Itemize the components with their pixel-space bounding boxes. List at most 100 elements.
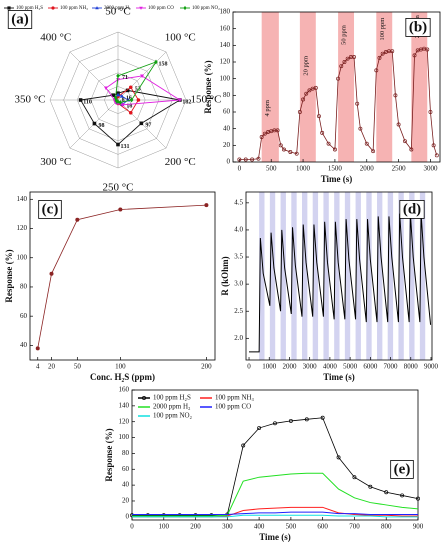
marker (304, 91, 309, 96)
y-axis-title: Response (%) (203, 60, 213, 113)
marker (307, 88, 312, 93)
marker (301, 97, 306, 102)
y-axis-title: R (kOhm) (220, 256, 230, 295)
marker (400, 493, 405, 498)
radar-spoke (69, 51, 119, 101)
marker (412, 53, 417, 58)
series-line (132, 417, 418, 516)
highlight-band (398, 192, 404, 360)
marker (118, 100, 123, 105)
x-tick-label: 1000 (262, 363, 277, 371)
marker (259, 135, 264, 139)
marker (204, 203, 209, 208)
y-tick-label: 140 (17, 195, 28, 203)
marker (113, 95, 118, 100)
panel-label-box (38, 200, 62, 219)
panel-label-box (390, 460, 414, 479)
marker (129, 97, 134, 103)
highlight-band (355, 192, 361, 360)
x-tick-label: 6000 (363, 363, 378, 371)
band-label: 100 ppm (379, 18, 386, 41)
highlight-band (291, 192, 297, 360)
marker (92, 121, 97, 126)
highlight-band (302, 192, 308, 360)
y-tick-label: 0 (227, 158, 231, 166)
marker (278, 143, 283, 148)
marker (320, 130, 325, 135)
panel-label: (e) (394, 461, 411, 477)
legend-label: 100 ppm NH₃ (60, 6, 88, 11)
x-tick-label: 600 (317, 523, 328, 531)
marker (154, 59, 158, 65)
x-tick-label: 3000 (423, 165, 438, 173)
panel-label-box (405, 18, 431, 37)
highlight-band (338, 12, 355, 162)
highlight-band (366, 192, 372, 360)
marker (282, 147, 286, 152)
y-tick-label: 3.0 (234, 280, 243, 288)
x-axis-title: Conc. H₂S (ppm) (90, 372, 155, 382)
band-label: 4 ppm (264, 100, 271, 116)
marker (111, 93, 115, 97)
marker (51, 6, 55, 10)
marker (304, 417, 309, 422)
marker (345, 56, 350, 61)
marker (243, 157, 248, 162)
marker (374, 68, 379, 73)
y-tick-label: 0 (126, 512, 130, 520)
y-tick-label: 80 (122, 449, 130, 457)
marker (377, 55, 382, 60)
x-tick-label: 100 (159, 523, 170, 531)
x-tick-label: 2000 (282, 363, 297, 371)
x-tick-label: 8000 (404, 363, 419, 371)
marker (364, 141, 369, 146)
value-label: 71 (122, 75, 128, 81)
category-label: 250 °C (103, 182, 134, 194)
marker (262, 131, 267, 136)
value-label: 110 (83, 99, 92, 105)
y-axis-title: Response (%) (104, 428, 114, 481)
y-tick-label: 160 (220, 24, 231, 32)
y-tick-label: 40 (20, 341, 28, 349)
marker (384, 490, 389, 495)
marker (256, 156, 261, 161)
marker (352, 55, 356, 59)
marker (139, 6, 143, 10)
highlight-band (269, 192, 276, 360)
series-line (132, 514, 418, 518)
value-label: 158 (158, 61, 167, 67)
y-tick-label: 40 (223, 124, 231, 132)
highlight-band (419, 192, 426, 360)
marker (116, 73, 120, 79)
legend-label: 100 ppm NH₃ (215, 394, 255, 402)
panel-label-box (399, 200, 425, 219)
x-tick-label: 500 (286, 523, 297, 531)
marker (431, 143, 436, 148)
plot-frame (131, 389, 419, 521)
band-label: 50 ppm (341, 25, 348, 45)
marker (368, 484, 373, 489)
panel-label: (b) (409, 19, 427, 35)
x-axis-title: Time (s) (259, 532, 291, 542)
category-label: 100 °C (165, 31, 196, 43)
marker (95, 6, 99, 10)
marker (355, 101, 360, 106)
x-tick-label: 4 (36, 363, 40, 371)
value-label: 18 (126, 104, 132, 110)
y-tick-label: 60 (122, 465, 130, 473)
band-label: 20 ppm (302, 56, 309, 76)
category-label: 350 °C (15, 94, 46, 106)
y-tick-label: 100 (17, 253, 28, 261)
value-label: 8 (122, 97, 125, 103)
marker (183, 5, 187, 11)
marker (118, 207, 123, 212)
x-tick-label: 300 (222, 523, 233, 531)
marker (139, 121, 144, 126)
category-label: 50 °C (105, 6, 131, 18)
marker (313, 85, 318, 90)
value-label: 16 (126, 96, 132, 102)
x-tick-label: 2500 (392, 165, 407, 173)
marker (75, 217, 80, 222)
y-tick-label: 180 (220, 8, 231, 16)
